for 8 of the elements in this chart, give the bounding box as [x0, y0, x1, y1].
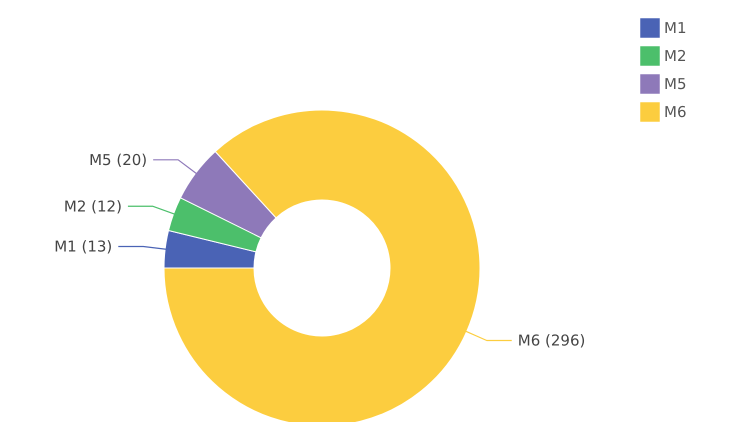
- legend-label: M6: [664, 103, 686, 121]
- legend-label: M1: [664, 19, 686, 37]
- data-label: M6 (296): [518, 332, 586, 350]
- data-label: M5 (20): [89, 150, 148, 169]
- legend-label: M2: [664, 47, 686, 65]
- data-label: M2 (12): [64, 197, 122, 216]
- data-label: M1 (13): [54, 237, 112, 256]
- legend-label: M5: [664, 75, 686, 93]
